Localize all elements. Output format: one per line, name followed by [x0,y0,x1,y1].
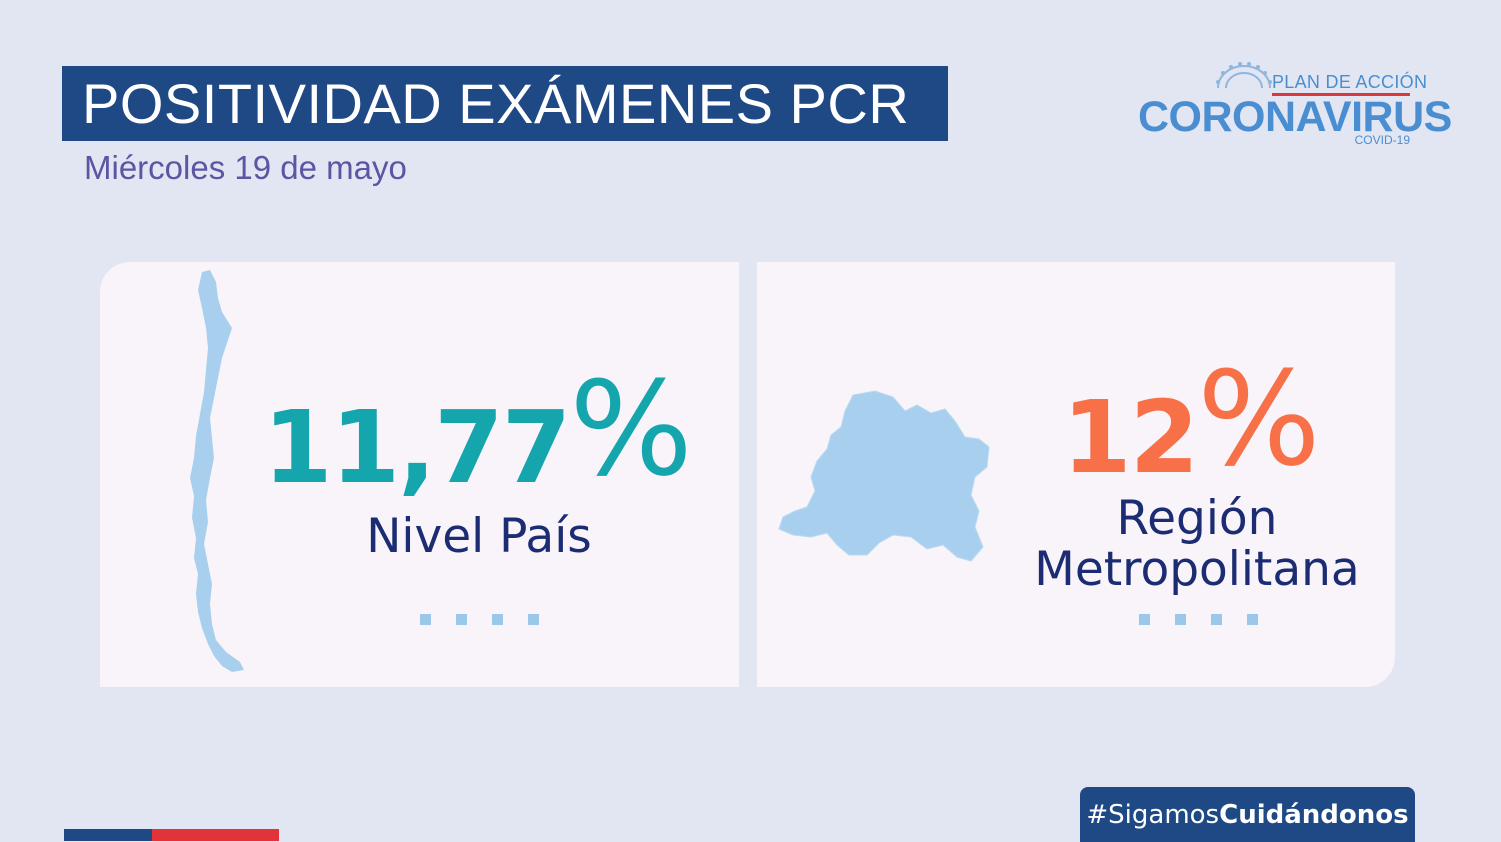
logo-main-text: CORONAVIRUS [1138,93,1452,141]
decorative-dots [420,614,539,625]
hashtag-prefix: #Sigamos [1086,799,1220,830]
title-banner: POSITIVIDAD EXÁMENES PCR [62,66,948,141]
country-label: Nivel País [366,509,592,564]
country-positivity-value: 11,77% [263,364,693,502]
logo-underline [1272,93,1410,96]
region-percent-sign: % [1197,343,1321,495]
flag-stripe-red [152,829,279,841]
dot [456,614,467,625]
page-title: POSITIVIDAD EXÁMENES PCR [82,72,910,135]
hashtag-badge: #Sigamos Cuidándonos [1080,787,1415,842]
region-card: 12% Región Metropolitana [757,262,1395,687]
dot [1175,614,1186,625]
region-value-number: 12 [1062,379,1199,496]
dot [1139,614,1150,625]
date-subtitle: Miércoles 19 de mayo [84,149,407,186]
dot [1211,614,1222,625]
region-metropolitana-map-icon [778,390,990,562]
country-value-number: 11,77 [263,389,571,506]
dot [528,614,539,625]
region-label-line1: Región [1116,491,1278,546]
dot [1247,614,1258,625]
region-label-line2: Metropolitana [1034,541,1360,597]
flag-stripe-blue [64,829,152,841]
virus-arc-icon [1216,62,1272,89]
logo-sub-text: COVID-19 [1354,133,1410,147]
logo-plan-text: PLAN DE ACCIÓN [1272,72,1428,92]
dot [492,614,503,625]
decorative-dots [1139,614,1258,625]
chile-map-icon [190,270,244,672]
hashtag-bold: Cuidándonos [1219,799,1409,830]
dot [420,614,431,625]
plan-coronavirus-logo: PLAN DE ACCIÓN CORONAVIRUS COVID-19 [1128,60,1452,155]
region-label: Región Metropolitana [1007,491,1387,597]
region-positivity-value: 12% [1062,354,1321,492]
country-percent-sign: % [569,353,693,505]
country-card: 11,77% Nivel País [100,262,739,687]
